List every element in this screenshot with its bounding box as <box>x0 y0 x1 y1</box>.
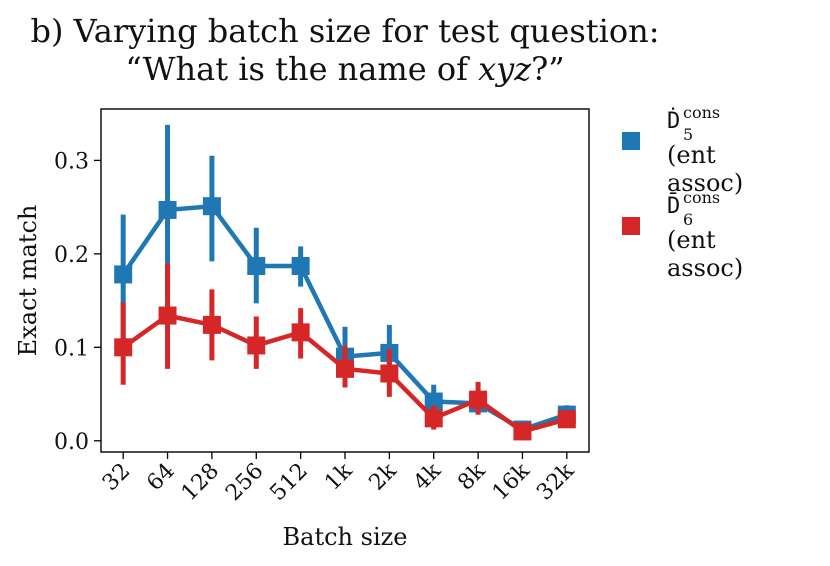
x-tick-label: 512 <box>266 459 313 506</box>
data-point <box>114 265 133 284</box>
data-point <box>202 315 221 334</box>
legend-symbol: D̄ <box>667 194 681 219</box>
y-tick-label: 0.1 <box>54 336 89 361</box>
x-axis-label: Batch size <box>283 523 408 551</box>
x-tick-label: 2k <box>365 458 402 495</box>
legend-label: (ent assoc) <box>667 141 744 197</box>
y-tick-label: 0.2 <box>54 243 89 268</box>
y-tick-label: 0.0 <box>54 430 89 455</box>
x-tick-label: 4k <box>409 458 446 495</box>
data-point <box>202 197 221 216</box>
legend-subscript: 6 <box>683 210 694 229</box>
x-tick-label: 1k <box>320 458 357 495</box>
series-line <box>121 203 568 432</box>
x-tick-label: 64 <box>142 459 179 496</box>
legend-superscript: cons <box>683 103 721 122</box>
data-point <box>247 257 266 276</box>
legend-symbol: Ḋ <box>667 109 681 134</box>
x-tick-label: 8k <box>453 458 490 495</box>
data-point <box>158 306 177 325</box>
data-point <box>424 409 443 428</box>
data-point <box>557 410 576 429</box>
data-point <box>291 323 310 342</box>
y-axis-label: Exact match <box>14 205 42 357</box>
legend-swatch <box>622 132 640 150</box>
data-point <box>380 364 399 383</box>
legend-label: (ent assoc) <box>667 226 744 282</box>
data-point <box>469 390 488 409</box>
x-tick-label: 128 <box>177 459 224 506</box>
x-tick-label: 16k <box>488 458 535 505</box>
chart-title-line-2: “What is the name of xyz?” <box>125 50 565 88</box>
data-point <box>513 422 532 441</box>
legend-superscript: cons <box>683 188 721 207</box>
data-point <box>247 336 266 355</box>
legend-swatch <box>622 217 640 235</box>
x-tick-label: 256 <box>221 459 268 506</box>
data-point <box>158 200 177 219</box>
data-point <box>424 392 443 411</box>
plot-frame <box>100 108 590 453</box>
data-point <box>114 338 133 357</box>
y-tick-label: 0.3 <box>54 149 89 174</box>
chart-title-line-1: b) Varying batch size for test question: <box>30 12 660 50</box>
x-tick-label: 32k <box>532 458 579 505</box>
x-tick-label: 32 <box>98 459 135 496</box>
data-point <box>291 257 310 276</box>
legend-subscript: 5 <box>683 125 694 144</box>
data-point <box>336 359 354 378</box>
